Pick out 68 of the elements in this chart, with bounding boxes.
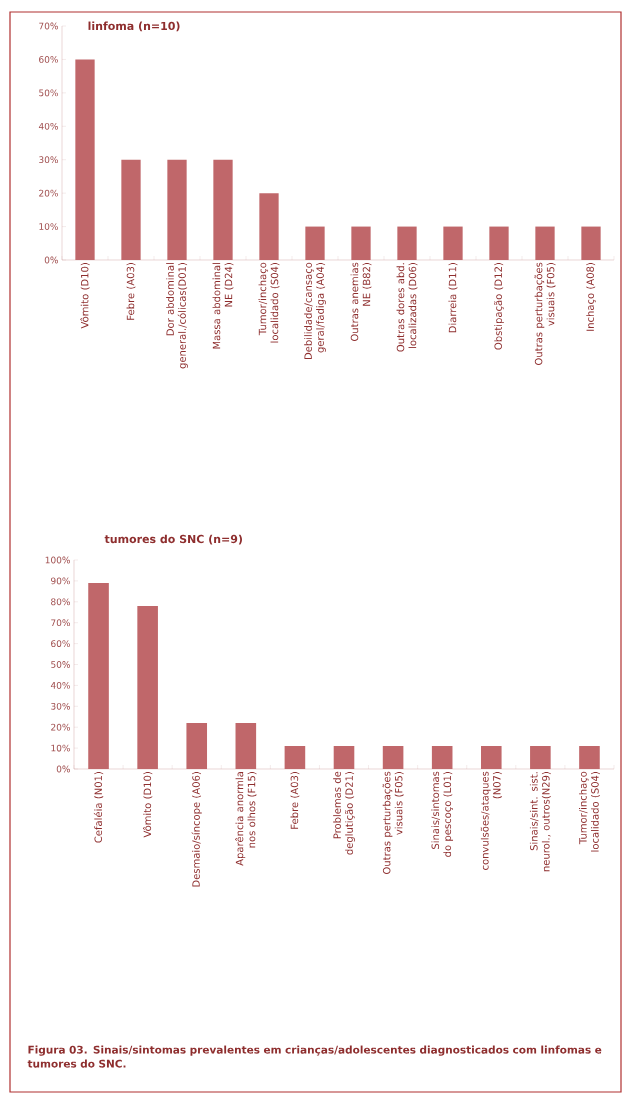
y-tick-label: 10% [39, 223, 58, 230]
y-tick-label: 100% [45, 556, 70, 564]
bar [305, 226, 325, 260]
bar [333, 746, 355, 769]
x-tick-label: Diarreia (D11) [448, 263, 458, 333]
y-tick-label: 50% [39, 89, 58, 97]
y-tick-label: 70% [51, 619, 70, 627]
bar [88, 582, 109, 769]
x-tick-label: Desmaio/síncope (A06) [191, 772, 202, 887]
y-tick-label: 20% [39, 189, 58, 197]
x-tick-label: Massa abdominal NE (D24) [212, 263, 234, 349]
bar [259, 193, 279, 260]
bar [213, 159, 233, 260]
x-tick-label: Vômito (D10) [142, 772, 153, 838]
y-tick-label: 50% [51, 661, 70, 668]
bar [382, 746, 404, 769]
chart-title: linfoma (n=10) [88, 21, 180, 32]
y-tick-label: 10% [51, 744, 70, 752]
x-tick-label: Febre (A03) [290, 772, 300, 829]
bar [579, 746, 600, 769]
x-tick-label: Sinais/sint. sist. neurol., outros(N29) [529, 772, 551, 872]
y-tick-label: 80% [51, 598, 70, 606]
bar [431, 746, 453, 769]
x-tick-label: Vômito (D10) [80, 263, 90, 329]
y-tick-label: 60% [51, 640, 70, 647]
bar [186, 723, 208, 769]
y-tick-label: 30% [39, 156, 58, 164]
x-tick-label: Outras perturbações visuais (F05) [382, 771, 404, 874]
x-tick-label: Tumor/inchaço localidado (S04) [578, 771, 600, 852]
x-tick-label: Problemas de deglutição (D21) [333, 771, 355, 855]
y-tick-label: 40% [38, 122, 58, 130]
y-tick-label: 70% [39, 22, 58, 30]
x-tick-label: Obstipação (D12) [494, 263, 504, 350]
bar [351, 226, 371, 260]
x-tick-label: convulsões/ataques (N07) [480, 771, 502, 870]
bar [530, 746, 551, 769]
y-tick-label: 30% [51, 702, 70, 710]
x-tick-label: Debilidade/cansaço geral/fadiga (A04) [304, 262, 326, 360]
x-tick-label: Cefaléia (N01) [93, 772, 104, 843]
bar [480, 746, 502, 769]
bar [489, 226, 509, 260]
bar [581, 226, 601, 260]
bar [284, 746, 306, 769]
bar [121, 159, 141, 260]
x-tick-label: Inchaço (A08) [586, 263, 596, 331]
y-tick-label: 0% [44, 256, 58, 264]
x-tick-label: Dor abdominal general./cólicas(D01) [166, 263, 188, 369]
x-tick-label: Sinais/sintomas do pescoço (L01) [431, 771, 454, 857]
y-tick-label: 60% [39, 56, 58, 63]
x-tick-label: Outras perturbações visuais (F05) [534, 262, 556, 365]
y-tick-label: 90% [51, 577, 70, 585]
x-tick-label: Outras dores abd. localizadas (D06) [396, 263, 418, 352]
bar [167, 159, 187, 260]
bar [397, 226, 417, 260]
y-tick-label: 40% [50, 681, 70, 689]
bar [137, 605, 158, 769]
text: Figura 03. Sinais/sintomas prevalentes em crianças/adolescentes diagnosticados com linfomas e tumores do SNC. [27, 1045, 602, 1068]
y-tick-label: 20% [51, 723, 70, 731]
bar [535, 226, 555, 260]
y-tick-label: 0% [56, 765, 70, 773]
bar [443, 226, 463, 260]
x-tick-label: Outras anemias NE (B82) [350, 262, 372, 342]
bar [235, 723, 257, 769]
x-tick-label: Aparência anormla nos olhos (F15) [235, 772, 257, 866]
x-tick-label: Febre (A03) [126, 263, 136, 320]
x-tick-label: Tumor/inchaço localidado (S04) [258, 262, 280, 343]
chart-title: tumores do SNC (n=9) [104, 534, 242, 545]
bar [75, 59, 95, 260]
